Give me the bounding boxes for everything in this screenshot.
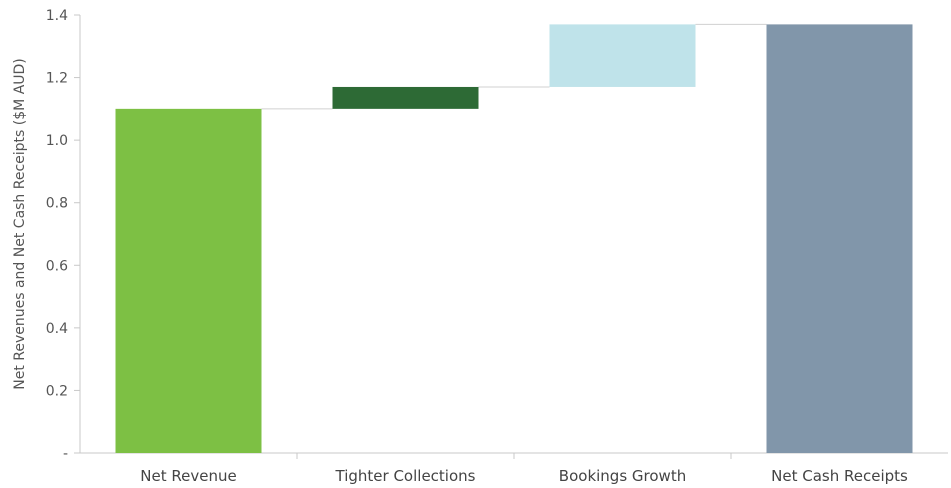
bar-net-cash-receipts bbox=[766, 24, 913, 454]
y-tick-label: 1.2 bbox=[46, 71, 68, 87]
bars bbox=[115, 24, 913, 454]
y-tick-label: 1.4 bbox=[46, 8, 68, 24]
y-tick-label: - bbox=[63, 446, 68, 462]
y-tick-label: 0.4 bbox=[46, 321, 68, 337]
y-axis-title: Net Revenues and Net Cash Receipts ($M A… bbox=[12, 58, 28, 390]
x-category-label: Bookings Growth bbox=[559, 467, 686, 485]
bar-bookings-growth bbox=[549, 24, 696, 87]
labels: - 0.2 0.4 0.6 0.8 1.0 1.2 1.4 Net Revenue Tighter… bbox=[46, 8, 908, 485]
y-tick-label: 1.0 bbox=[46, 133, 68, 149]
bar-tighter-collections bbox=[332, 86, 479, 109]
y-tick-label: 0.6 bbox=[46, 258, 68, 274]
x-category-label: Net Cash Receipts bbox=[771, 467, 908, 485]
bar-net-revenue bbox=[115, 108, 262, 453]
y-tick-label: 0.8 bbox=[46, 196, 68, 212]
connector-lines bbox=[261, 23, 767, 110]
x-category-label: Net Revenue bbox=[140, 467, 236, 485]
x-category-label: Tighter Collections bbox=[335, 467, 476, 485]
y-tick-label: 0.2 bbox=[46, 383, 68, 399]
